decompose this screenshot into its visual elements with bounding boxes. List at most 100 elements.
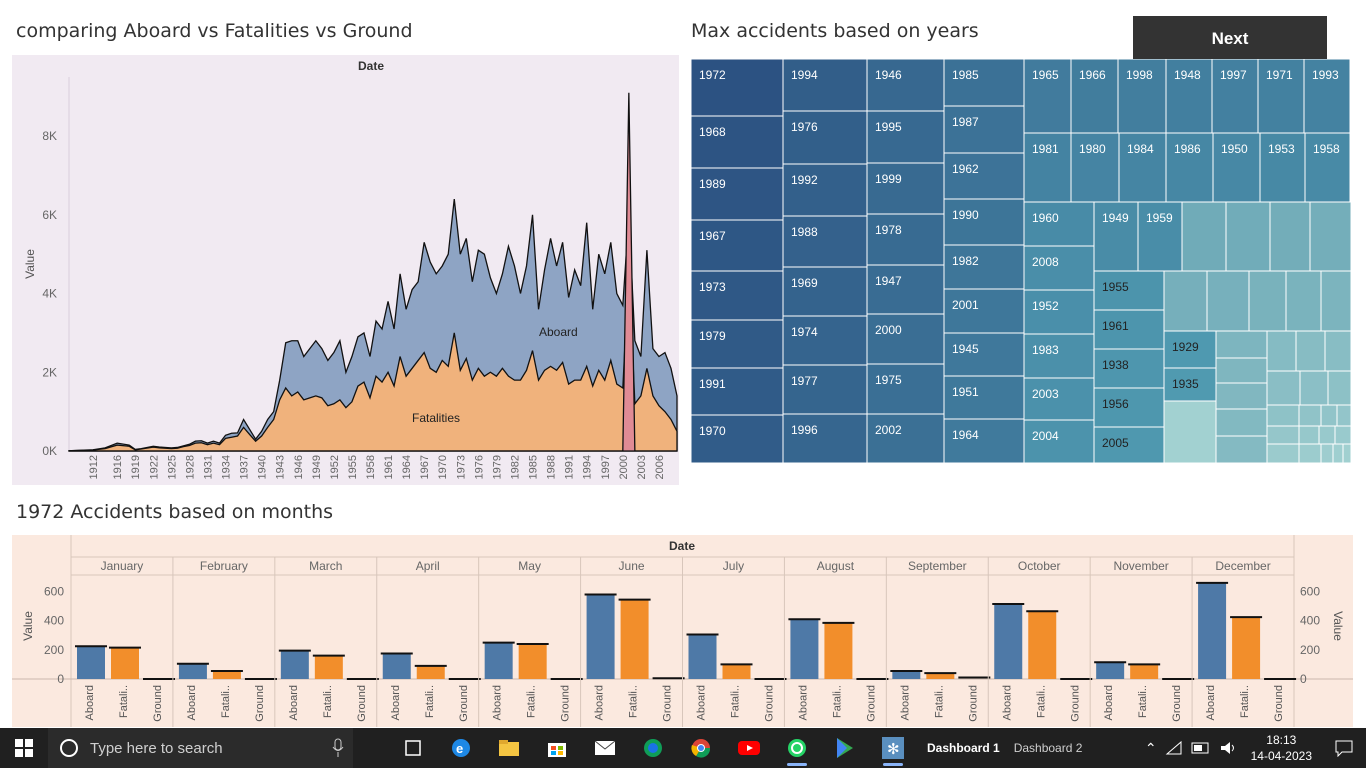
treemap-cell: 1987 (943, 105, 1025, 154)
battery-icon[interactable] (1191, 742, 1211, 754)
taskbar-search[interactable]: Type here to search (48, 728, 353, 768)
snowflake-app-icon[interactable]: ✻ (869, 728, 917, 768)
treemap-cell: 1983 (1023, 333, 1095, 379)
edge-icon[interactable] (629, 728, 677, 768)
treemap-cell: 1972 (690, 58, 784, 117)
measure-label: Fatali.. (424, 685, 436, 718)
file-explorer-icon[interactable] (485, 728, 533, 768)
area-x-tick: 2000 (618, 455, 630, 479)
treemap-cell: 1995 (866, 110, 945, 164)
notifications-icon[interactable] (1334, 739, 1354, 757)
task-view-icon[interactable] (389, 728, 437, 768)
treemap-cell-rect (1093, 270, 1165, 311)
measure-label: Fatali.. (628, 685, 640, 718)
measure-label: Aboard (1103, 685, 1115, 720)
treemap[interactable]: 1972 1968 1989 1967 1973 1979 1991 1970 1994 1976… (690, 58, 1352, 464)
area-x-tick: 1973 (455, 455, 467, 479)
treemap-cell-label: 1946 (875, 68, 902, 82)
treemap-cell-label: 1982 (952, 254, 979, 268)
volume-icon[interactable] (1219, 740, 1237, 756)
treemap-cell-small (1181, 201, 1227, 272)
bar-fatalities (111, 647, 139, 679)
measure-label: Aboard (492, 685, 504, 720)
treemap-cell-rect (866, 363, 945, 415)
treemap-cell-label: 1965 (1032, 68, 1059, 82)
treemap-cell-label: 1956 (1102, 397, 1129, 411)
area-x-tick: 1916 (112, 455, 124, 479)
treemap-cell-rect (690, 167, 784, 221)
task-dashboard-1[interactable]: Dashboard 1 (927, 741, 1000, 755)
area-chart[interactable]: Date Value 0K 2K 4K 6K 8K 1912 1916 1919 1922 1925 1… (12, 55, 679, 485)
google-play-icon[interactable] (821, 728, 869, 768)
chevron-up-icon[interactable]: ⌃ (1144, 739, 1157, 756)
bar-y-tick-left: 200 (44, 643, 64, 657)
treemap-cell-label: 1978 (875, 223, 902, 237)
bar-aboard (77, 646, 105, 679)
treemap-cell-small (1266, 425, 1300, 445)
month-label: April (416, 559, 440, 573)
treemap-cell-label: 1990 (952, 208, 979, 222)
edge-legacy-icon[interactable]: e (437, 728, 485, 768)
bar-chart-panel[interactable]: Date Value Value 0 0 200 200 400 400 600 600 Januar… (12, 535, 1353, 727)
area-chart-panel[interactable]: Date Value 0K 2K 4K 6K 8K 1912 1916 1919 1922 1925 1… (12, 55, 679, 485)
treemap-cell-label: 1935 (1172, 377, 1199, 391)
bar-y-label-right: Value (1331, 611, 1345, 641)
treemap-cell-label: 2002 (875, 423, 902, 437)
treemap-cell: 1989 (690, 167, 784, 221)
microsoft-store-icon[interactable] (533, 728, 581, 768)
bar-fatalities (314, 655, 343, 679)
mail-icon[interactable] (581, 728, 629, 768)
measure-label: Ground (152, 685, 164, 722)
treemap-cell-label: 2005 (1102, 436, 1129, 450)
treemap-cell: 1990 (943, 198, 1025, 246)
area-y-tick: 6K (42, 208, 57, 222)
area-x-tick: 1937 (239, 455, 251, 479)
bar-aboard (994, 603, 1023, 679)
treemap-cell-label: 2004 (1032, 429, 1059, 443)
start-button[interactable] (0, 728, 48, 768)
area-x-tick: 1994 (582, 455, 594, 479)
area-x-tick: 1946 (293, 455, 305, 479)
whatsapp-icon[interactable] (773, 728, 821, 768)
treemap-cell-label: 1985 (952, 68, 979, 82)
treemap-cell-small (1266, 404, 1300, 427)
youtube-icon[interactable] (725, 728, 773, 768)
treemap-cell-label: 1998 (1126, 68, 1153, 82)
measure-label: Fatali.. (526, 685, 538, 718)
treemap-cell-small (1320, 443, 1334, 464)
microphone-icon[interactable] (331, 738, 345, 758)
bar-aboard (178, 663, 207, 679)
treemap-cell-rect (1023, 289, 1095, 335)
treemap-cell-rect (866, 58, 945, 112)
bar-chart[interactable]: Date Value Value 0 0 200 200 400 400 600 600 Januar… (12, 535, 1353, 727)
treemap-cell-rect (1023, 201, 1095, 247)
bar-fatalities (1028, 611, 1057, 679)
treemap-cell-rect (782, 58, 868, 112)
next-button[interactable]: Next (1133, 16, 1327, 62)
treemap-cell-label: 1980 (1079, 142, 1106, 156)
treemap-cell: 1968 (690, 115, 784, 169)
treemap-cell-label: 1994 (791, 68, 818, 82)
network-icon[interactable] (1165, 740, 1183, 756)
area-y-tick: 2K (42, 365, 57, 379)
treemap-cell-label: 1951 (952, 385, 979, 399)
treemap-cell-label: 1949 (1102, 211, 1129, 225)
treemap-cell: 1974 (782, 315, 868, 366)
treemap-cell-rect (1117, 58, 1167, 134)
treemap-panel[interactable]: 1972 1968 1989 1967 1973 1979 1991 1970 1994 1976… (690, 58, 1352, 464)
area-x-tick: 1928 (184, 455, 196, 479)
treemap-cell-label: 1991 (699, 377, 726, 391)
area-y-tick: 8K (42, 129, 57, 143)
task-dashboard-2[interactable]: Dashboard 2 (1013, 741, 1083, 755)
treemap-cell: 2001 (943, 288, 1025, 334)
svg-text:✻: ✻ (887, 741, 900, 758)
treemap-cell-rect (943, 288, 1025, 334)
treemap-cell-label: 1995 (875, 120, 902, 134)
treemap-cell-small (1327, 370, 1352, 406)
area-x-tick: 1964 (401, 455, 413, 479)
clock[interactable]: 18:13 14-04-2023 (1251, 732, 1312, 764)
treemap-cell-small (1266, 370, 1301, 406)
chrome-icon[interactable] (677, 728, 725, 768)
treemap-cell-label: 1967 (699, 229, 726, 243)
treemap-cell: 2003 (1023, 377, 1095, 421)
